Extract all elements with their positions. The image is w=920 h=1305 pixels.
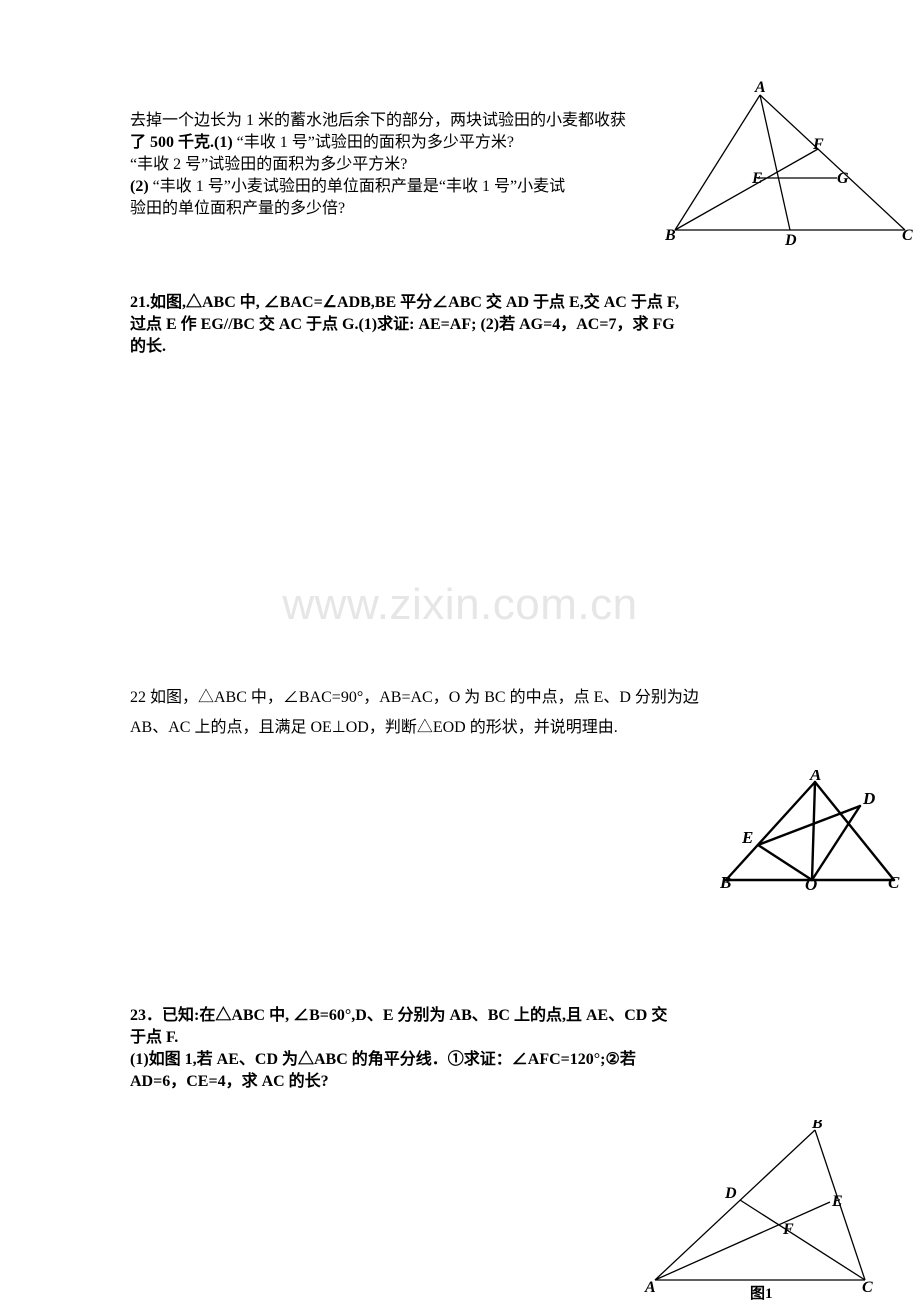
q23-block: 23．已知:在△ABC 中, ∠B=60°,D、E 分别为 AB、BC 上的点,… bbox=[130, 1005, 805, 1093]
q22-text: 22 如图，△ABC 中，∠BAC=90°，AB=AC，O 为 BC 的中点，点… bbox=[130, 683, 730, 743]
fig1-label-f: F bbox=[812, 136, 824, 153]
fig2-label-o: O bbox=[805, 875, 817, 890]
fig3-label-c: C bbox=[862, 1279, 873, 1296]
q21-line2: 过点 E 作 EG//BC 交 AC 于点 G.(1)求证: AE=AF; (2… bbox=[130, 314, 790, 336]
q20-line2: 了 500 千克.(1) “丰收 1 号”试验田的面积为多少平方米? bbox=[130, 132, 670, 154]
q22-block: 22 如图，△ABC 中，∠BAC=90°，AB=AC，O 为 BC 的中点，点… bbox=[130, 683, 805, 743]
fig3-label-b: B bbox=[811, 1120, 823, 1132]
q22-line2: AB、AC 上的点，且满足 OE⊥OD，判断△EOD 的形状，并说明理由. bbox=[130, 713, 730, 743]
q21-block: 21.如图,△ABC 中, ∠BAC=∠ADB,BE 平分∠ABC 交 AD 于… bbox=[130, 292, 805, 358]
q20-line4: (2) “丰收 1 号”小麦试验田的单位面积产量是“丰收 1 号”小麦试 bbox=[130, 176, 670, 198]
fig1-label-a: A bbox=[754, 80, 766, 96]
fig1-label-c: C bbox=[902, 227, 913, 244]
q21-line1: 21.如图,△ABC 中, ∠BAC=∠ADB,BE 平分∠ABC 交 AD 于… bbox=[130, 292, 790, 314]
q23-line4: AD=6，CE=4，求 AC 的长? bbox=[130, 1071, 790, 1093]
fig2-label-c: C bbox=[888, 873, 900, 890]
q20-line4a: (2) bbox=[130, 178, 153, 195]
q20-text: 去掉一个边长为 1 米的蓄水池后余下的部分，两块试验田的小麦都收获 了 500 … bbox=[130, 110, 670, 220]
q20-line5: 验田的单位面积产量的多少倍? bbox=[130, 198, 670, 220]
q20-line1: 去掉一个边长为 1 米的蓄水池后余下的部分，两块试验田的小麦都收获 bbox=[130, 110, 670, 132]
q23-line1: 23．已知:在△ABC 中, ∠B=60°,D、E 分别为 AB、BC 上的点,… bbox=[130, 1005, 790, 1027]
fig3-label-f: F bbox=[782, 1221, 794, 1238]
fig1-label-d: D bbox=[784, 232, 797, 249]
q20-line2b: “丰收 1 号”试验田的面积为多少平方米? bbox=[237, 134, 514, 151]
q23-text: 23．已知:在△ABC 中, ∠B=60°,D、E 分别为 AB、BC 上的点,… bbox=[130, 1005, 790, 1093]
q21-text: 21.如图,△ABC 中, ∠BAC=∠ADB,BE 平分∠ABC 交 AD 于… bbox=[130, 292, 790, 358]
fig1-label-e: E bbox=[751, 170, 763, 187]
q21-line3: 的长. bbox=[130, 336, 790, 358]
q20-line2a: 了 500 千克.(1) bbox=[130, 134, 237, 151]
figure-q21: A B C D E F G bbox=[665, 80, 915, 250]
figure-q23: B A C D E F 图1 bbox=[640, 1120, 890, 1300]
fig2-label-e: E bbox=[741, 828, 753, 847]
fig1-label-b: B bbox=[665, 227, 676, 244]
q23-line3: (1)如图 1,若 AE、CD 为△ABC 的角平分线．①求证：∠AFC=120… bbox=[130, 1049, 790, 1071]
fig3-label-e: E bbox=[831, 1193, 843, 1210]
figure-q22: A B C O E D bbox=[720, 770, 900, 890]
fig2-label-d: D bbox=[862, 789, 875, 808]
q22-line1: 22 如图，△ABC 中，∠BAC=90°，AB=AC，O 为 BC 的中点，点… bbox=[130, 683, 730, 713]
q20-line4b: “丰收 1 号”小麦试验田的单位面积产量是“丰收 1 号”小麦试 bbox=[153, 178, 565, 195]
fig3-label-a: A bbox=[644, 1279, 656, 1296]
fig3-label-d: D bbox=[724, 1185, 737, 1202]
fig2-label-b: B bbox=[720, 873, 731, 890]
q23-line2: 于点 F. bbox=[130, 1027, 790, 1049]
fig3-caption: 图1 bbox=[750, 1285, 773, 1300]
fig2-label-a: A bbox=[809, 770, 821, 784]
q20-line3: “丰收 2 号”试验田的面积为多少平方米? bbox=[130, 154, 670, 176]
fig1-label-g: G bbox=[837, 170, 849, 187]
